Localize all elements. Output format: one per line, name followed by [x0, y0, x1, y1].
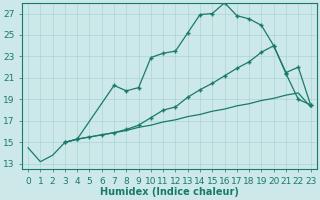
X-axis label: Humidex (Indice chaleur): Humidex (Indice chaleur) — [100, 187, 239, 197]
